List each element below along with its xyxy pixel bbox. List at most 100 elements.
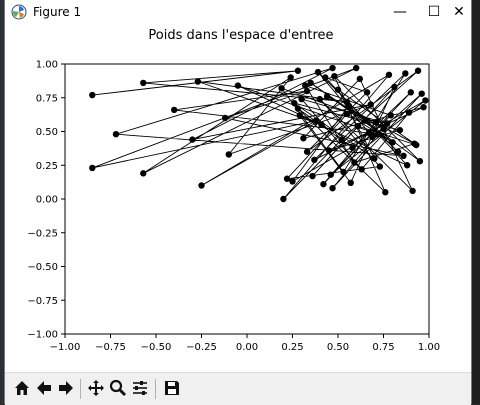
data-point	[303, 87, 311, 95]
data-point	[280, 195, 287, 203]
data-point	[394, 148, 402, 155]
x-tick-label: 0.25	[281, 342, 303, 353]
toolbar-separator	[80, 379, 81, 399]
configure-subplots-icon	[133, 381, 147, 395]
minimize-icon: —	[393, 4, 407, 20]
data-point	[400, 152, 407, 159]
y-tick-label: 1.00	[36, 60, 58, 71]
data-point	[409, 187, 416, 195]
y-tick-label: −0.75	[27, 296, 58, 307]
figure-canvas[interactable]: Poids dans l'espace d'entree −1.00 −0.75 −…	[5, 24, 471, 370]
forward-button[interactable]	[55, 377, 77, 399]
data-point	[309, 172, 316, 180]
data-point	[371, 155, 378, 162]
minimize-button[interactable]: —	[377, 0, 423, 24]
data-point	[294, 105, 302, 112]
pan-icon	[88, 380, 104, 396]
y-axis: −1.00 −0.75 −0.50 −0.25 0.00 0.25 0.50 0.75 1.00	[27, 60, 65, 341]
y-tick-label: 0.25	[36, 161, 58, 172]
data-point	[314, 68, 322, 76]
data-point	[331, 72, 338, 80]
data-point	[307, 79, 314, 87]
data-point	[221, 114, 229, 122]
data-point	[283, 175, 291, 182]
data-point	[325, 147, 333, 154]
data-point	[300, 135, 307, 142]
y-tick-label: 0.50	[36, 127, 58, 138]
y-tick-label: −0.50	[27, 262, 58, 273]
data-point	[322, 74, 329, 81]
maximize-button[interactable]: ☐	[411, 0, 457, 24]
x-tick-label: −0.75	[95, 342, 126, 353]
data-point	[343, 110, 351, 118]
data-point	[358, 166, 365, 173]
x-tick-label: −0.25	[186, 342, 217, 353]
data-point	[420, 104, 427, 111]
data-point	[416, 158, 424, 165]
desktop-background-right	[472, 0, 480, 404]
y-tick-label: −1.00	[27, 330, 58, 341]
data-point	[389, 139, 396, 146]
close-button[interactable]: ✕	[445, 0, 473, 24]
data-point	[329, 64, 336, 72]
data-point	[338, 136, 345, 143]
chart-title: Poids dans l'espace d'entree	[148, 28, 333, 43]
data-point	[89, 91, 96, 99]
data-point	[374, 131, 382, 138]
data-point	[353, 64, 360, 72]
data-point	[312, 117, 320, 124]
window-title: Figure 1	[33, 5, 82, 19]
data-point	[278, 85, 285, 92]
data-point	[418, 90, 425, 97]
x-axis: −1.00 −0.75 −0.50 −0.25 0.00 0.25 0.50 0.75 1.00	[50, 334, 440, 353]
data-point	[414, 67, 422, 74]
save-button[interactable]	[161, 377, 183, 399]
data-point	[382, 189, 389, 196]
toolbar-separator	[155, 379, 156, 399]
data-point	[376, 163, 384, 170]
data-point	[363, 89, 371, 96]
data-point	[89, 164, 96, 172]
data-point	[320, 180, 327, 188]
configure-subplots-button[interactable]	[129, 377, 151, 399]
desktop-background-left	[0, 0, 6, 404]
data-point	[189, 136, 196, 143]
x-tick-label: 0.75	[372, 342, 394, 353]
data-point	[403, 162, 411, 169]
zoom-button[interactable]	[107, 377, 129, 399]
data-point	[345, 102, 353, 110]
data-point	[198, 182, 205, 189]
back-button[interactable]	[33, 377, 55, 399]
data-point	[296, 112, 303, 119]
data-point	[323, 93, 331, 100]
x-tick-label: −1.00	[50, 342, 81, 353]
data-point	[383, 120, 391, 127]
y-tick-label: 0.75	[36, 93, 58, 104]
home-button[interactable]	[11, 377, 33, 399]
data-point	[291, 99, 298, 107]
data-point	[354, 122, 362, 130]
x-tick-label: 0.00	[236, 342, 258, 353]
zoom-icon	[109, 379, 127, 397]
data-point	[391, 83, 398, 91]
data-point	[194, 78, 202, 85]
data-point	[294, 67, 302, 74]
data-point	[298, 95, 305, 103]
y-tick-label: −0.25	[27, 228, 58, 239]
data-point	[405, 109, 413, 116]
axes-frame	[64, 63, 430, 335]
data-point	[311, 156, 318, 164]
data-point	[385, 71, 393, 78]
pan-button[interactable]	[85, 377, 107, 399]
title-bar[interactable]: Figure 1 — ☐ ✕	[5, 0, 471, 24]
data-point	[289, 178, 296, 185]
data-point	[402, 70, 409, 77]
back-icon	[37, 381, 51, 395]
data-point	[380, 125, 387, 132]
data-point	[349, 144, 356, 151]
data-point	[356, 75, 364, 83]
matplotlib-logo-icon	[11, 4, 27, 20]
x-tick-label: −0.50	[141, 342, 172, 353]
data-point	[396, 126, 404, 134]
x-tick-label: 1.00	[418, 342, 440, 353]
